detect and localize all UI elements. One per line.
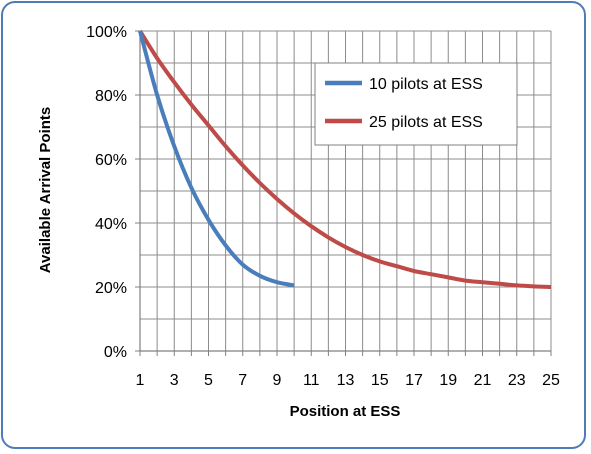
y-tick-label: 60%	[95, 152, 127, 169]
x-tick-label: 13	[337, 372, 355, 389]
legend-label-10-pilots: 10 pilots at ESS	[369, 76, 483, 93]
y-tick-label: 0%	[104, 344, 127, 361]
x-tick-label: 5	[204, 372, 213, 389]
x-tick-label: 23	[508, 372, 526, 389]
x-axis-title: Position at ESS	[290, 403, 401, 420]
x-tick-label: 19	[439, 372, 457, 389]
y-tick-label: 40%	[95, 216, 127, 233]
x-tick-label: 15	[371, 372, 389, 389]
x-tick-label: 7	[238, 372, 247, 389]
x-tick-label: 11	[303, 372, 320, 389]
y-tick-label: 80%	[95, 88, 127, 105]
x-tick-label: 17	[405, 372, 423, 389]
series-lines	[138, 29, 552, 289]
legend: 10 pilots at ESS 25 pilots at ESS	[314, 62, 518, 146]
x-tick-label: 9	[273, 372, 282, 389]
y-tick-label: 100%	[86, 24, 127, 41]
x-tick-label: 1	[136, 372, 145, 389]
y-axis-title: Available Arrival Points	[37, 107, 54, 273]
x-tick-label: 3	[170, 372, 179, 389]
y-tick-label: 20%	[95, 280, 127, 297]
legend-label-25-pilots: 25 pilots at ESS	[369, 114, 483, 131]
tick-labels: 0%20%40%60%80%100%1 3 5 7 9 11 13 15 17 19 21 23 25	[86, 24, 560, 389]
x-tick-label: 21	[474, 372, 492, 389]
series-line-10-pilots	[138, 30, 295, 288]
legend-box	[314, 62, 518, 146]
x-tick-label: 25	[542, 372, 560, 389]
axes	[135, 30, 552, 356]
series-line-25-pilots	[138, 29, 552, 289]
